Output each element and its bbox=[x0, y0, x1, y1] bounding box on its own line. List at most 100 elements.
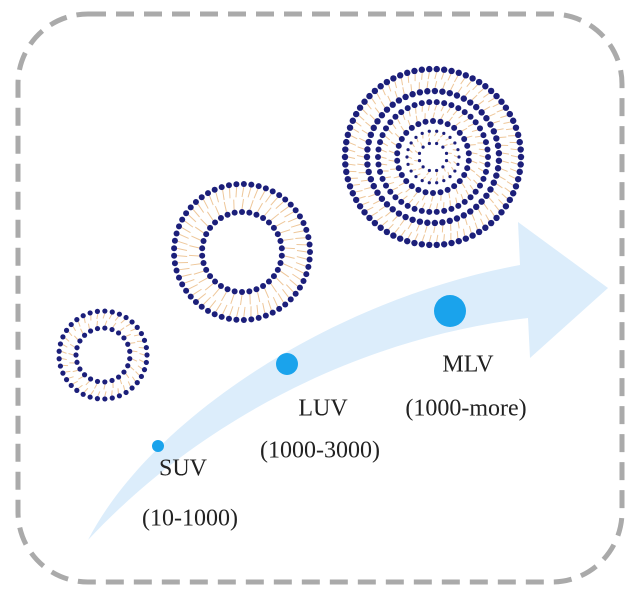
lipid-head bbox=[404, 202, 411, 209]
lipid-head bbox=[482, 168, 489, 175]
lipid-tail bbox=[388, 150, 395, 154]
lipid-head bbox=[420, 179, 424, 183]
lipid-head bbox=[461, 136, 468, 142]
lipid-tail bbox=[275, 201, 284, 209]
lipid-tail bbox=[362, 109, 368, 115]
lipid-head bbox=[431, 219, 439, 227]
lipid-head bbox=[125, 341, 131, 347]
lipid-head bbox=[183, 210, 190, 217]
lipid-head bbox=[437, 189, 444, 196]
lipid-head bbox=[225, 182, 232, 189]
lipid-tail bbox=[407, 119, 411, 126]
lipid-tail bbox=[181, 273, 192, 277]
lipid-head bbox=[427, 168, 431, 173]
lipid-tail bbox=[114, 316, 119, 321]
lipid-tail bbox=[270, 283, 278, 293]
lipid-head bbox=[123, 389, 129, 396]
lipid-head bbox=[260, 214, 267, 221]
lipid-head bbox=[464, 165, 471, 172]
lipid-head bbox=[375, 146, 382, 153]
lipid-head bbox=[512, 183, 520, 190]
lipid-tail bbox=[280, 270, 290, 278]
lipid-head bbox=[73, 352, 79, 358]
lipid-tail bbox=[371, 98, 377, 105]
lipid-head bbox=[453, 92, 461, 99]
lipid-head bbox=[109, 395, 115, 401]
lipid-tail bbox=[433, 226, 436, 234]
mlv-label: MLV bbox=[442, 352, 494, 378]
lipid-head bbox=[366, 92, 373, 100]
lipid-head bbox=[456, 178, 463, 185]
lipid-tail bbox=[442, 81, 446, 89]
lipid-tail bbox=[264, 288, 270, 299]
lipid-tail bbox=[420, 142, 423, 147]
lipid-tail bbox=[358, 115, 365, 121]
lipid-tail bbox=[388, 181, 395, 185]
lipid-head bbox=[171, 245, 178, 252]
lipid-head bbox=[482, 224, 489, 231]
lipid-head bbox=[367, 175, 375, 183]
lipid-tail bbox=[270, 213, 280, 221]
lipid-tail bbox=[72, 369, 78, 373]
lipid-head bbox=[453, 169, 457, 173]
lipid-head bbox=[480, 175, 487, 182]
lipid-tail bbox=[203, 199, 209, 209]
lipid-head bbox=[409, 169, 413, 173]
lipid-tail bbox=[422, 176, 426, 180]
lipid-tail bbox=[87, 323, 90, 329]
lipid-tail bbox=[503, 121, 511, 124]
lipid-head bbox=[442, 131, 446, 135]
lipid-tail bbox=[284, 211, 294, 218]
lipid-tail bbox=[212, 288, 220, 297]
lipid-head bbox=[379, 175, 386, 182]
lipid-head bbox=[475, 78, 483, 86]
lipid-tail bbox=[295, 237, 306, 240]
lipid-head bbox=[224, 211, 231, 218]
lipid-tail bbox=[398, 182, 405, 187]
lipid-head bbox=[451, 124, 458, 131]
lipid-head bbox=[487, 186, 494, 193]
lipid-head bbox=[422, 118, 429, 125]
lipid-tail bbox=[400, 125, 405, 132]
lipid-tail bbox=[104, 391, 107, 397]
lipid-head bbox=[416, 89, 424, 96]
lipid-tail bbox=[466, 80, 472, 87]
lipid-head bbox=[255, 183, 262, 190]
lipid-head bbox=[127, 348, 133, 354]
lipid-head bbox=[398, 109, 405, 116]
lipid-tail bbox=[357, 146, 365, 150]
lipid-head bbox=[175, 274, 182, 281]
lipid-head bbox=[448, 67, 455, 75]
lipid-tail bbox=[388, 159, 395, 162]
lipid-head bbox=[394, 157, 401, 164]
lipid-head bbox=[462, 235, 470, 242]
lipid-tail bbox=[493, 120, 501, 124]
lipid-head bbox=[306, 256, 313, 263]
lipid-head bbox=[225, 315, 232, 322]
lipid-head bbox=[422, 189, 429, 196]
lipid-tail bbox=[292, 273, 302, 281]
lipid-tail bbox=[348, 163, 356, 166]
lipid-tail bbox=[461, 182, 466, 189]
lipid-head bbox=[448, 205, 455, 212]
lipid-head bbox=[414, 135, 418, 139]
lipid-tail bbox=[473, 179, 478, 185]
lipid-tail bbox=[434, 72, 438, 80]
lipid-head bbox=[493, 135, 500, 142]
lipid-head bbox=[392, 194, 399, 201]
lipid-head bbox=[487, 219, 495, 227]
lipid-tail bbox=[460, 193, 464, 200]
lipid-head bbox=[387, 188, 394, 195]
lipid-tail bbox=[468, 225, 472, 233]
lipid-head bbox=[224, 286, 231, 293]
lipid-tail bbox=[284, 247, 295, 250]
lipid-tail bbox=[206, 211, 214, 221]
lipid-head bbox=[424, 88, 431, 95]
lipid-head bbox=[367, 131, 375, 139]
lipid-head bbox=[378, 112, 386, 119]
lipid-head bbox=[94, 378, 101, 385]
lipid-tail bbox=[464, 218, 468, 226]
lipid-tail bbox=[447, 152, 452, 155]
lipid-tail bbox=[348, 156, 356, 159]
lipid-head bbox=[451, 183, 458, 190]
